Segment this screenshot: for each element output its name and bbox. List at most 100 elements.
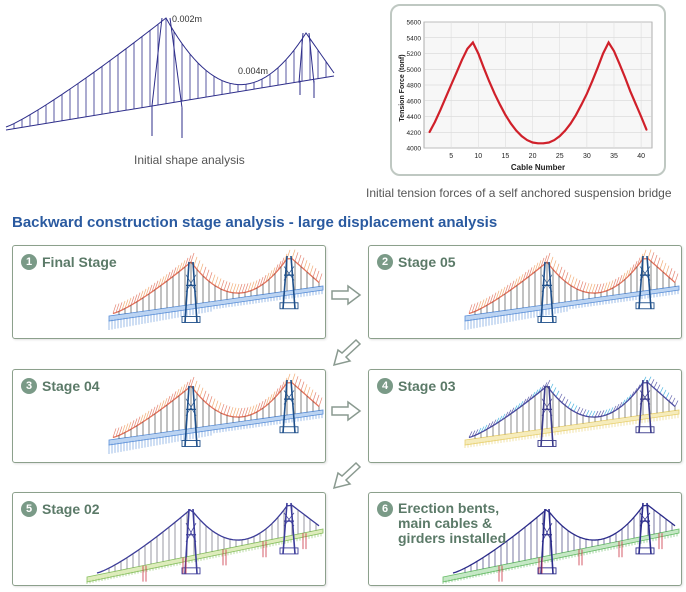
cable-force-hatch — [136, 416, 141, 426]
cable-force-hatch — [175, 388, 180, 399]
x-tick-label: 30 — [583, 153, 591, 160]
y-tick-label: 5600 — [407, 20, 422, 27]
cable-force-hatch — [552, 387, 557, 394]
cable-force-hatch — [166, 395, 171, 406]
cable-force-hatch — [579, 281, 584, 291]
x-tick-label: 25 — [556, 153, 564, 160]
y-tick-label: 5200 — [407, 51, 422, 58]
cable-force-hatch — [130, 296, 135, 306]
deck — [86, 528, 324, 583]
cable-force-hatch — [537, 260, 542, 270]
cable-force-hatch — [265, 396, 270, 406]
y-tick-label: 4000 — [407, 146, 422, 153]
x-tick-label: 5 — [449, 153, 453, 160]
cable-force-hatch — [172, 267, 177, 277]
cable-force-hatch — [205, 393, 210, 403]
cable-force-hatch — [199, 263, 204, 273]
cable-force-hatch — [612, 278, 617, 288]
cable-force-hatch — [534, 262, 539, 272]
cable-force-hatch — [597, 283, 602, 293]
cable-force-hatch — [315, 270, 320, 281]
cable-force-hatch — [483, 297, 488, 307]
stage-number-badge: 5 — [21, 501, 37, 517]
arrow-right-icon — [331, 400, 362, 422]
cable-force-hatch — [235, 407, 240, 418]
cable-force-hatch — [217, 402, 222, 412]
cable-force-hatch — [190, 252, 195, 263]
cable-force-hatch — [133, 418, 138, 428]
cable-force-hatch — [594, 410, 599, 418]
cable-force-hatch — [121, 300, 126, 311]
cable-force-hatch — [627, 267, 632, 277]
cable-force-hatch — [549, 383, 554, 391]
y-tick-label: 5000 — [407, 67, 422, 74]
cable-force-hatch — [238, 407, 243, 418]
cable-force-hatch — [256, 402, 261, 412]
tower-leg — [184, 261, 190, 323]
cable-force-hatch — [582, 282, 587, 292]
cable-force-hatch — [552, 260, 557, 270]
chart-ylabel: Tension Force (tonf) — [399, 54, 406, 121]
tower-brace — [639, 512, 651, 527]
stage-panel-erection: 6 Erection bents, main cables & girders i… — [368, 492, 682, 586]
data-point — [569, 122, 572, 125]
cable-force-hatch — [154, 404, 159, 414]
tower-brace — [185, 398, 197, 416]
cable-force-hatch — [656, 384, 661, 391]
stage-label: Stage 03 — [398, 378, 456, 394]
cable-force-hatch — [118, 426, 123, 436]
cable-force-hatch — [588, 410, 593, 417]
cable-force-hatch — [516, 276, 521, 286]
cable-force-hatch — [564, 399, 569, 406]
stage-number-badge: 6 — [377, 501, 393, 517]
cable-force-hatch — [130, 420, 135, 430]
data-point — [564, 129, 567, 132]
data-point — [477, 52, 480, 55]
cable-force-hatch — [303, 260, 308, 270]
cable-force-hatch — [477, 300, 482, 311]
chart-xlabel: Cable Number — [511, 163, 565, 172]
data-point — [526, 139, 529, 142]
cable-force-hatch — [154, 280, 159, 290]
cable-force-hatch — [178, 386, 183, 396]
bridge-graphic — [442, 502, 680, 584]
data-point — [428, 131, 431, 134]
tower-brace — [283, 512, 295, 527]
tower-leg — [646, 379, 652, 433]
cable-force-hatch — [196, 260, 201, 270]
tower-pier — [635, 302, 655, 310]
bridge-stage-05 — [464, 249, 680, 330]
cable-force-hatch — [561, 396, 566, 403]
cable-force-hatch — [318, 397, 323, 407]
tower-pier — [181, 440, 201, 447]
tower-pier — [279, 426, 299, 434]
cable-force-hatch — [133, 294, 138, 304]
cable-force-hatch — [546, 379, 551, 387]
cable-force-hatch — [115, 303, 120, 313]
cable-force-hatch — [594, 283, 599, 294]
cable-force-hatch — [591, 410, 596, 418]
cable-force-hatch — [477, 427, 482, 435]
arrow-right-icon — [331, 284, 362, 306]
tower-pier — [635, 547, 655, 555]
cable-force-hatch — [238, 283, 243, 294]
cable-force-hatch — [528, 267, 533, 277]
tower-pier — [181, 316, 201, 323]
bridge-stage-erection — [442, 502, 680, 584]
tower-brace — [185, 274, 197, 292]
cable-force-hatch — [121, 424, 126, 435]
cable-force-hatch — [510, 280, 515, 290]
cable-force-hatch — [259, 401, 264, 411]
cable-force-hatch — [193, 256, 198, 266]
cable-force-hatch — [166, 271, 171, 282]
data-point — [640, 115, 643, 118]
cable-force-hatch — [241, 283, 246, 293]
cable-force-hatch — [229, 283, 234, 293]
cable-force-hatch — [674, 400, 679, 407]
cable-force-hatch — [480, 299, 485, 309]
data-point — [520, 135, 523, 138]
tower-brace — [283, 266, 295, 281]
deck — [464, 285, 680, 322]
cable-force-hatch — [659, 260, 664, 270]
cable-force-hatch — [208, 396, 213, 406]
